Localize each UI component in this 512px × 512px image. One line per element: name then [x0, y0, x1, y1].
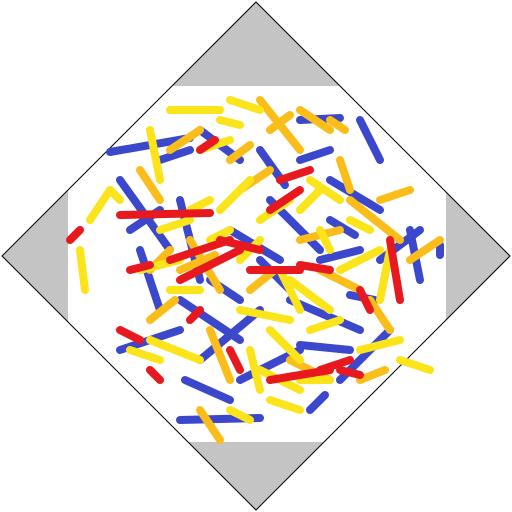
- yellow-stick[interactable]: [206, 226, 234, 244]
- red-stick[interactable]: [296, 261, 334, 274]
- yellow-stick[interactable]: [276, 266, 304, 314]
- yellow-stick[interactable]: [156, 216, 194, 234]
- red-stick[interactable]: [196, 136, 219, 154]
- yellow-stick[interactable]: [396, 356, 434, 374]
- yellow-stick[interactable]: [216, 176, 254, 214]
- orange-stick[interactable]: [406, 236, 444, 264]
- yellow-stick[interactable]: [336, 246, 384, 274]
- yellow-stick[interactable]: [346, 216, 374, 234]
- yellow-stick[interactable]: [266, 326, 304, 364]
- orange-stick[interactable]: [346, 196, 404, 244]
- yellow-stick[interactable]: [316, 226, 334, 254]
- yellow-stick[interactable]: [146, 336, 204, 364]
- yellow-stick[interactable]: [306, 316, 344, 334]
- yellow-stick[interactable]: [246, 346, 264, 394]
- orange-stick[interactable]: [296, 106, 334, 134]
- red-stick[interactable]: [186, 306, 204, 324]
- red-stick[interactable]: [176, 246, 244, 284]
- blue-stick[interactable]: [181, 376, 234, 404]
- blue-stick[interactable]: [136, 246, 164, 314]
- yellow-stick[interactable]: [286, 276, 334, 314]
- orange-stick[interactable]: [136, 166, 164, 204]
- orange-stick[interactable]: [226, 141, 254, 164]
- red-stick[interactable]: [276, 166, 314, 184]
- yellow-stick[interactable]: [266, 396, 304, 414]
- yellow-stick[interactable]: [86, 186, 114, 224]
- yellow-stick[interactable]: [126, 346, 164, 364]
- yellow-stick[interactable]: [146, 126, 164, 184]
- red-stick[interactable]: [316, 356, 354, 374]
- red-stick[interactable]: [116, 209, 214, 219]
- orange-stick[interactable]: [326, 116, 349, 134]
- orange-stick[interactable]: [166, 126, 204, 154]
- yellow-stick[interactable]: [186, 196, 214, 214]
- blue-stick[interactable]: [296, 146, 334, 164]
- yellow-stick[interactable]: [306, 176, 344, 204]
- yellow-stick[interactable]: [376, 246, 394, 304]
- blue-stick[interactable]: [196, 306, 264, 364]
- blue-stick[interactable]: [356, 116, 384, 164]
- red-stick[interactable]: [266, 186, 304, 214]
- yellow-stick[interactable]: [236, 306, 294, 324]
- blue-stick[interactable]: [306, 391, 329, 414]
- yellow-stick[interactable]: [216, 116, 244, 129]
- orange-stick[interactable]: [376, 186, 414, 204]
- stick-pile[interactable]: [66, 96, 444, 444]
- orange-stick[interactable]: [336, 156, 354, 194]
- yellow-stick[interactable]: [226, 406, 254, 424]
- yellow-stick[interactable]: [76, 246, 89, 294]
- blue-stick[interactable]: [326, 176, 384, 214]
- red-stick[interactable]: [126, 261, 154, 274]
- orange-stick[interactable]: [366, 296, 394, 334]
- blue-stick[interactable]: [156, 146, 194, 164]
- red-stick[interactable]: [146, 366, 164, 384]
- orange-stick[interactable]: [356, 366, 389, 384]
- red-stick[interactable]: [386, 236, 404, 304]
- orange-stick[interactable]: [176, 251, 219, 274]
- orange-stick[interactable]: [206, 326, 234, 384]
- red-stick[interactable]: [336, 366, 364, 379]
- orange-stick[interactable]: [266, 111, 294, 134]
- yellow-stick[interactable]: [106, 186, 124, 204]
- orange-stick[interactable]: [146, 296, 179, 324]
- yellow-stick[interactable]: [226, 96, 264, 114]
- red-stick[interactable]: [356, 286, 374, 314]
- red-stick[interactable]: [226, 346, 244, 374]
- red-stick[interactable]: [116, 326, 144, 344]
- orange-stick[interactable]: [196, 406, 224, 444]
- yellow-stick[interactable]: [356, 336, 404, 354]
- red-stick[interactable]: [66, 226, 84, 244]
- yellow-stick[interactable]: [296, 186, 324, 214]
- blue-stick[interactable]: [296, 341, 354, 354]
- blue-stick[interactable]: [316, 246, 364, 264]
- red-stick[interactable]: [166, 236, 234, 264]
